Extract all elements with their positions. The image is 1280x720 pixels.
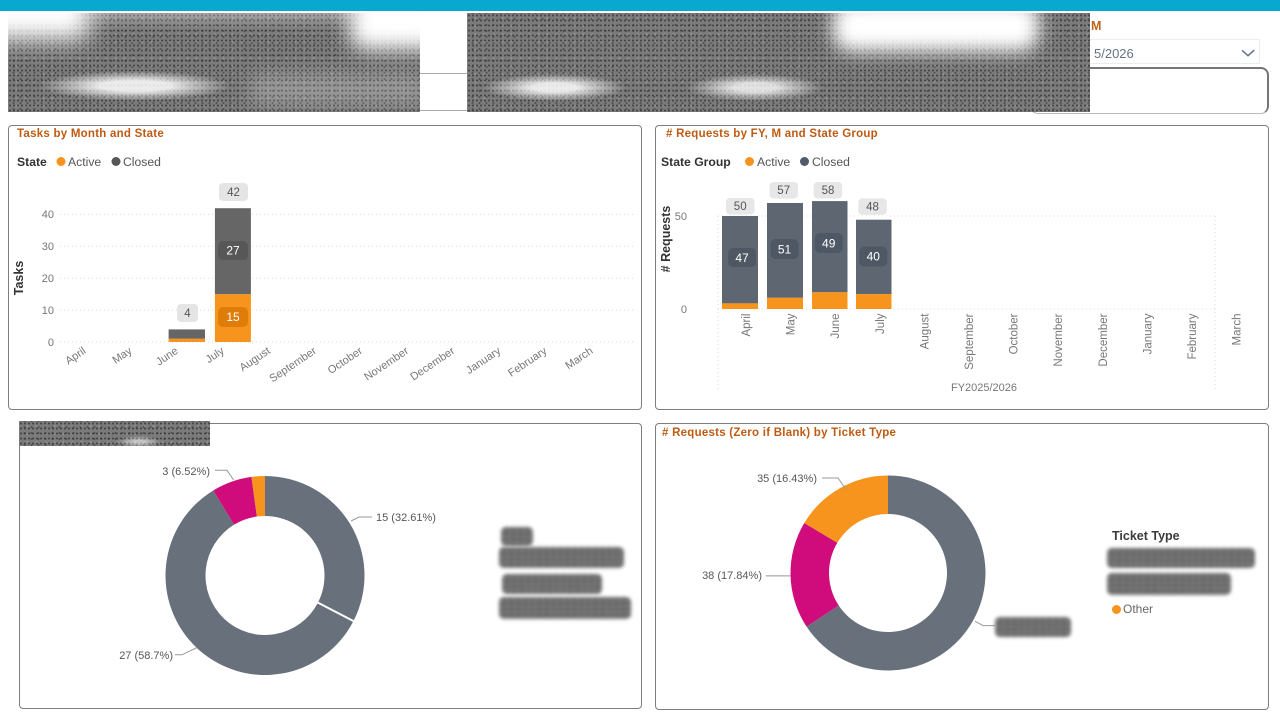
svg-text:15 (32.61%): 15 (32.61%) <box>376 512 436 524</box>
svg-text:58: 58 <box>822 185 835 197</box>
svg-text:March: March <box>563 345 595 372</box>
svg-text:40: 40 <box>867 250 881 264</box>
svg-text:September: September <box>964 313 976 369</box>
svg-text:27: 27 <box>226 244 240 258</box>
svg-text:35 (16.43%): 35 (16.43%) <box>757 473 817 485</box>
svg-text:49: 49 <box>822 237 836 251</box>
svg-text:47: 47 <box>735 251 749 265</box>
svg-text:September: September <box>267 345 319 385</box>
svg-text:December: December <box>1098 313 1110 366</box>
svg-text:State Group: State Group <box>661 155 731 169</box>
svg-text:57: 57 <box>777 185 790 197</box>
svg-text:51: 51 <box>778 243 792 257</box>
svg-text:February: February <box>1187 313 1199 359</box>
svg-text:# Requests: # Requests <box>659 206 673 273</box>
svg-text:August: August <box>919 313 931 350</box>
svg-text:48: 48 <box>866 201 879 213</box>
svg-text:Closed: Closed <box>812 155 850 169</box>
svg-text:June: June <box>830 314 842 339</box>
svg-text:State: State <box>17 155 47 169</box>
svg-text:0: 0 <box>48 337 54 349</box>
svg-text:June: June <box>154 345 180 368</box>
svg-text:January: January <box>1142 313 1154 354</box>
svg-text:4: 4 <box>184 308 191 320</box>
svg-text:10: 10 <box>42 305 54 317</box>
svg-text:October: October <box>1009 313 1021 354</box>
svg-text:42: 42 <box>227 187 240 199</box>
svg-text:July: July <box>875 313 887 334</box>
svg-text:15: 15 <box>226 310 240 324</box>
svg-text:Active: Active <box>757 155 790 169</box>
svg-text:Closed: Closed <box>123 155 161 169</box>
svg-text:March: March <box>1232 314 1244 346</box>
svg-text:October: October <box>326 345 365 377</box>
svg-text:July: July <box>204 345 227 366</box>
svg-text:50: 50 <box>675 211 687 223</box>
svg-text:27 (58.7%): 27 (58.7%) <box>119 650 173 662</box>
svg-text:Active: Active <box>68 155 101 169</box>
svg-text:3 (6.52%): 3 (6.52%) <box>162 466 210 478</box>
svg-text:38 (17.84%): 38 (17.84%) <box>702 570 762 582</box>
svg-text:January: January <box>464 345 504 377</box>
svg-text:December: December <box>408 345 457 384</box>
svg-text:May: May <box>110 345 134 367</box>
svg-text:August: August <box>238 345 273 374</box>
svg-text:40: 40 <box>42 209 54 221</box>
svg-text:Tasks: Tasks <box>12 261 26 296</box>
svg-text:0: 0 <box>681 304 687 316</box>
svg-text:50: 50 <box>734 201 747 213</box>
svg-text:April: April <box>741 314 753 337</box>
svg-text:20: 20 <box>42 273 54 285</box>
svg-text:April: April <box>63 345 88 367</box>
svg-text:November: November <box>1053 313 1065 366</box>
svg-text:FY2025/2026: FY2025/2026 <box>951 382 1017 394</box>
svg-text:November: November <box>362 345 411 384</box>
svg-text:May: May <box>786 313 798 335</box>
svg-text:30: 30 <box>42 241 54 253</box>
svg-text:February: February <box>506 345 550 380</box>
